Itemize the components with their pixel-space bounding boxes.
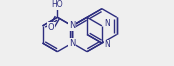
- Text: N: N: [69, 39, 75, 48]
- Text: N: N: [69, 21, 75, 30]
- Text: O: O: [47, 23, 54, 32]
- Text: N: N: [104, 40, 110, 50]
- Text: N: N: [104, 19, 110, 28]
- Text: HO: HO: [52, 0, 63, 9]
